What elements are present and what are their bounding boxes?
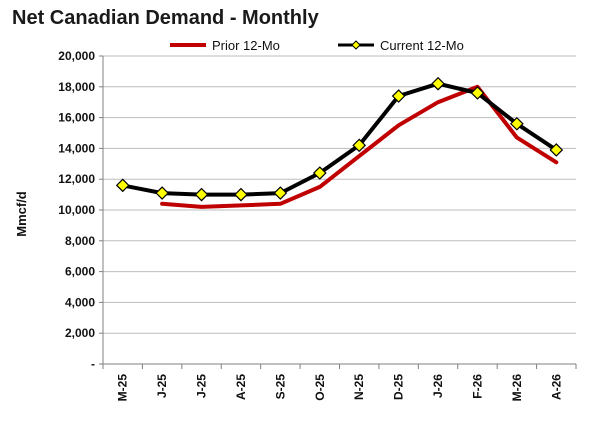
y-tick-label: 6,000 [65, 265, 95, 279]
x-tick-label: O-25 [313, 374, 327, 401]
y-tick-label: 20,000 [58, 49, 95, 63]
y-tick-label: 16,000 [58, 111, 95, 125]
series-line-1 [120, 81, 559, 197]
y-tick-label: 8,000 [65, 234, 95, 248]
data-point-marker [470, 86, 485, 100]
y-tick-label: 2,000 [65, 326, 95, 340]
y-tick-labels: - 2,000 4,000 6,000 8,000 10,000 12,000 14,000 1… [58, 49, 95, 371]
x-tick-label: J-25 [195, 374, 209, 398]
data-point-marker [155, 186, 169, 200]
x-tick-label: M-25 [116, 374, 130, 402]
x-tick-label: J-25 [155, 374, 169, 398]
series-group [115, 76, 564, 209]
legend-label-current: Current 12-Mo [380, 38, 464, 53]
data-point-marker [194, 187, 209, 202]
x-tick-labels: M-25 J-25 J-25 A-25 S-25 O-25 N-25 D-25 J-26 F-26… [116, 374, 564, 402]
legend: Prior 12-Mo Current 12-Mo [170, 38, 464, 53]
x-tick-label: M-26 [510, 374, 524, 402]
x-tick-label: A-25 [234, 374, 248, 400]
x-tick-label: D-25 [392, 374, 406, 400]
x-tick-label: S-25 [273, 374, 287, 400]
y-tick-label: 18,000 [58, 80, 95, 94]
data-point-marker [352, 138, 367, 153]
data-point-marker [312, 166, 327, 180]
data-point-marker [234, 187, 248, 202]
y-axis-label: Mmcf/d [14, 191, 29, 237]
data-point-marker [510, 116, 524, 131]
x-tick-label: J-26 [431, 374, 445, 398]
y-tick-label: 12,000 [58, 172, 95, 186]
x-tick-label: A-26 [549, 374, 563, 400]
data-point-marker [549, 143, 564, 157]
data-point-marker [431, 76, 445, 91]
data-point-marker [391, 89, 406, 103]
legend-marker-current [351, 40, 361, 50]
y-tick-label: - [91, 357, 95, 371]
x-tick-label: F-26 [470, 374, 484, 399]
y-tick-label: 10,000 [58, 203, 95, 217]
gridlines [99, 55, 576, 365]
x-tick-label: N-25 [352, 374, 366, 400]
axes [102, 56, 577, 369]
legend-label-prior: Prior 12-Mo [212, 38, 280, 53]
chart-title: Net Canadian Demand - Monthly [12, 7, 320, 29]
data-point-marker [115, 178, 130, 193]
y-tick-label: 4,000 [65, 295, 95, 309]
y-tick-label: 14,000 [58, 141, 95, 155]
data-point-marker [273, 186, 288, 200]
